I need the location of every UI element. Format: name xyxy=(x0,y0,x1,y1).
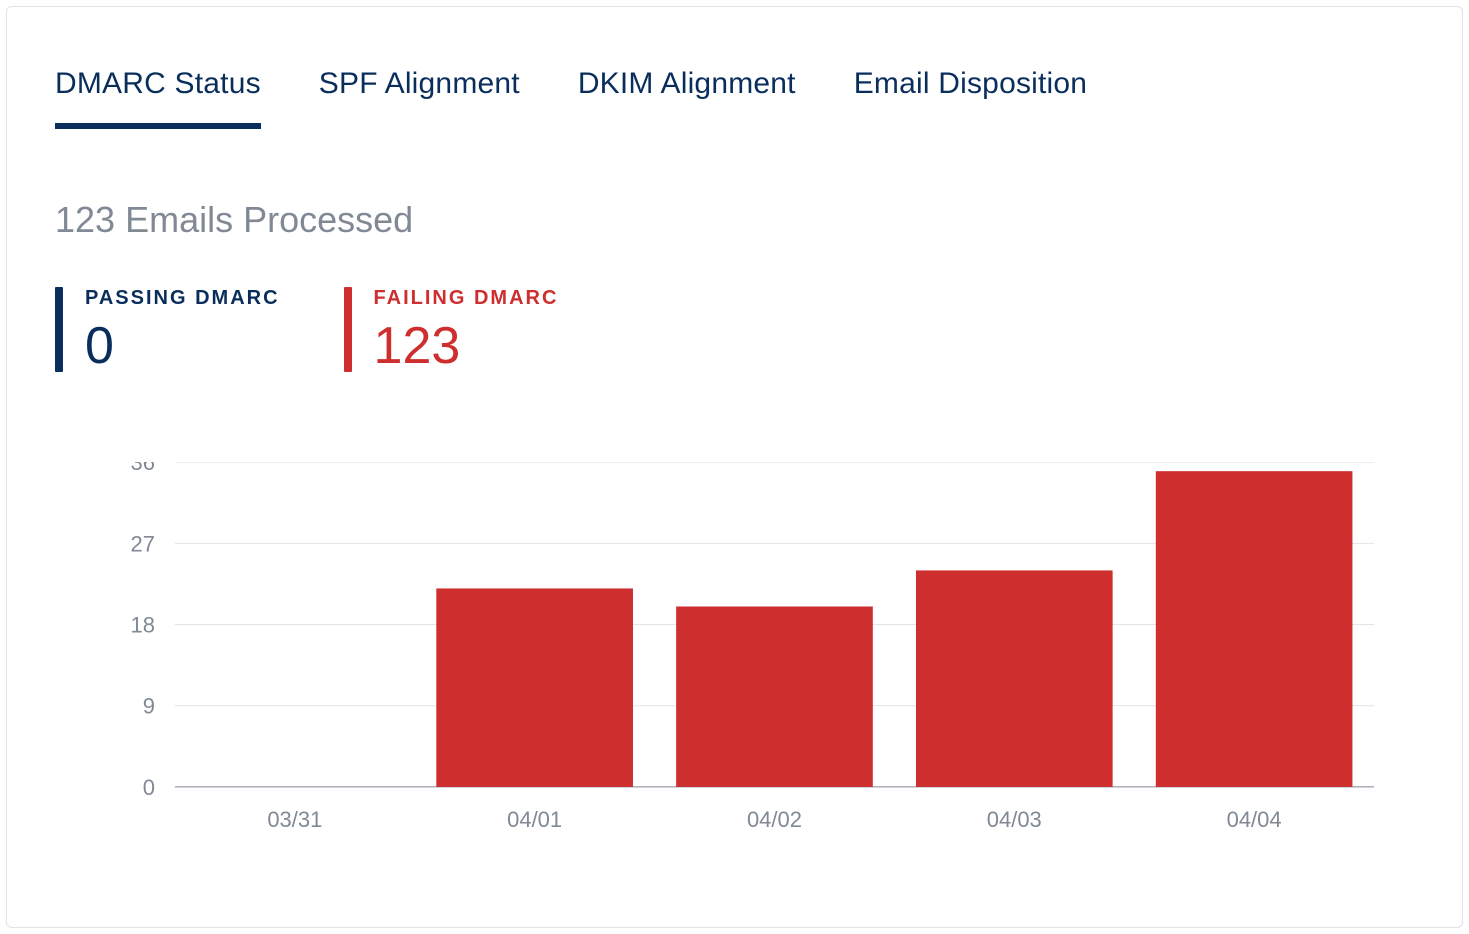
stat-accent-bar xyxy=(344,287,352,372)
stat-failing-dmarc: FAILING DMARC 123 xyxy=(344,287,559,372)
stat-value: 123 xyxy=(374,320,559,372)
chart-xtick-label: 04/02 xyxy=(747,807,802,832)
chart-bar xyxy=(676,606,873,786)
chart-ytick-label: 36 xyxy=(130,462,154,475)
stat-value: 0 xyxy=(85,320,280,372)
chart-bar xyxy=(1156,471,1353,787)
dashboard-card: DMARC Status SPF Alignment DKIM Alignment E… xyxy=(6,6,1463,928)
chart-bar xyxy=(916,570,1113,787)
summary-title: 123 Emails Processed xyxy=(55,199,1414,241)
chart-xtick-label: 03/31 xyxy=(267,807,322,832)
chart-ytick-label: 27 xyxy=(130,531,154,556)
stat-body: FAILING DMARC 123 xyxy=(374,287,559,372)
bar-chart-svg: 0 9 18 27 36 03/31 04/01 04/02 04/03 04/04 xyxy=(55,462,1414,892)
tab-dmarc-status[interactable]: DMARC Status xyxy=(55,67,261,129)
stat-row: PASSING DMARC 0 FAILING DMARC 123 xyxy=(55,287,1414,372)
chart-bar xyxy=(436,588,633,786)
chart-ytick-label: 18 xyxy=(130,613,154,638)
tab-label: Email Disposition xyxy=(854,67,1087,100)
stat-body: PASSING DMARC 0 xyxy=(85,287,280,372)
chart-ytick-label: 0 xyxy=(143,775,155,800)
chart-xtick-label: 04/01 xyxy=(507,807,562,832)
tab-label: SPF Alignment xyxy=(319,67,520,100)
chart-ytick-label: 9 xyxy=(143,694,155,719)
tabs: DMARC Status SPF Alignment DKIM Alignment E… xyxy=(55,67,1414,129)
stat-accent-bar xyxy=(55,287,63,372)
chart-xtick-label: 04/03 xyxy=(987,807,1042,832)
stat-passing-dmarc: PASSING DMARC 0 xyxy=(55,287,280,372)
bar-chart: 0 9 18 27 36 03/31 04/01 04/02 04/03 04/04 xyxy=(55,462,1414,892)
tab-label: DKIM Alignment xyxy=(578,67,796,100)
stat-label: FAILING DMARC xyxy=(374,287,559,310)
stat-label: PASSING DMARC xyxy=(85,287,280,310)
tab-email-disposition[interactable]: Email Disposition xyxy=(854,67,1087,129)
tab-spf-alignment[interactable]: SPF Alignment xyxy=(319,67,520,129)
tab-dkim-alignment[interactable]: DKIM Alignment xyxy=(578,67,796,129)
chart-xtick-label: 04/04 xyxy=(1227,807,1282,832)
tab-label: DMARC Status xyxy=(55,67,261,100)
